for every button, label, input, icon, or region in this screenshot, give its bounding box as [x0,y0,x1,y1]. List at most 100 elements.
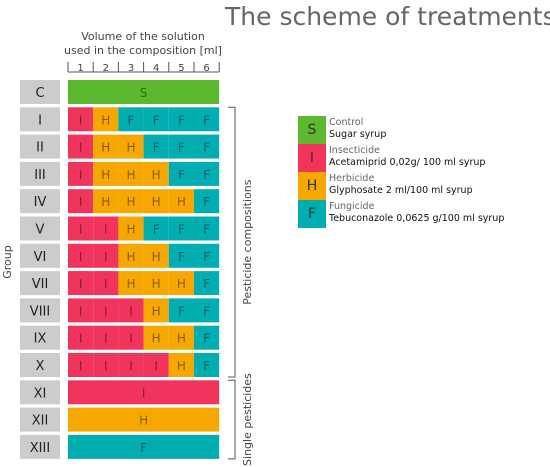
treatment-cell-code: H [152,277,161,291]
group-label: III [34,168,46,183]
legend-category: Control [329,117,364,128]
treatment-cell-code: F [203,332,210,346]
treatment-cell [118,298,144,323]
treatment-cell [168,243,194,268]
group-label-box [20,107,60,132]
treatment-cell-code: H [126,195,135,209]
group-row-iii: III I H H H F F [20,161,220,186]
treatment-cell [68,134,94,159]
single-pesticides-bracket [228,379,236,460]
treatment-cell [168,298,194,323]
group-row-vii: VII I I H H H F [20,271,220,296]
legend-swatch: F [298,200,326,228]
treatment-cell-code: F [140,441,147,455]
treatment-cell-code: H [152,195,161,209]
group-label: XI [34,386,47,401]
treatment-cell [168,107,194,132]
treatment-cell [118,353,144,377]
single-pesticides-label: Single pesticides [241,373,254,466]
pesticide-compositions-label: Pesticide compositions [241,179,254,305]
group-label: V [36,223,45,238]
treatment-cell-code: F [128,113,135,127]
treatment-cell [93,298,119,323]
volume-tick-label: 6 [203,63,209,74]
treatment-cell-code: I [129,332,133,346]
treatment-cell [68,407,220,432]
treatment-cell-code: I [154,359,158,373]
treatment-cell-code: H [152,168,161,182]
treatment-cell-code: H [101,113,110,127]
treatment-cell-code: H [177,359,186,373]
treatment-cell-code: F [178,113,185,127]
treatment-cell [194,107,220,132]
volume-tick-label: 5 [178,63,184,74]
group-label: II [36,141,44,156]
treatment-cell-code: H [126,277,135,291]
group-label-box [20,380,60,405]
legend-category: Fungicide [329,201,375,212]
treatment-cell [118,161,144,186]
treatment-cell [68,353,94,377]
group-row-xii: XII H [20,407,220,432]
legend-swatch: S [298,116,326,144]
treatment-cell-code: I [104,223,108,237]
treatment-cell [68,80,220,104]
group-row-ii: II I H H F F F [20,134,220,159]
group-label: XIII [30,441,50,456]
treatment-cell-code: F [203,141,210,155]
treatment-cell [143,298,169,323]
group-label: VI [34,250,47,265]
group-label: XII [32,414,49,429]
legend-description: Acetamiprid 0,02g/ 100 ml syrup [329,157,486,168]
treatment-cell [93,107,119,132]
group-label-box [20,189,60,214]
treatment-cell [93,353,119,377]
group-label-box [20,243,60,268]
treatment-cell-code: F [178,304,185,318]
treatment-cell-code: I [79,113,83,127]
legend-description: Tebuconazole 0,0625 g/100 ml syrup [329,213,505,224]
treatment-cell-code: F [203,168,210,182]
treatment-cell-code: F [178,250,185,264]
treatment-cell-code: I [79,359,83,373]
group-axis-label: Group [1,245,14,279]
volume-tick-label: 4 [153,63,159,74]
group-row-xiii: XIII F [20,434,220,459]
treatment-cell-code: I [129,359,133,373]
treatment-cell-code: F [203,359,210,373]
treatment-cell [93,189,119,214]
treatment-cell-code: H [101,195,110,209]
treatment-cell-code: H [177,195,186,209]
treatment-cell-code: F [153,113,160,127]
treatment-cell-code: H [126,223,135,237]
group-label: VII [32,277,49,292]
treatment-cell [143,107,169,132]
legend-category: Insecticide [329,145,380,156]
treatment-cell [93,134,119,159]
brackets: Pesticide compositions Single pesticides [228,106,254,466]
treatment-cell [168,325,194,350]
treatment-cell [118,134,144,159]
treatment-cell-code: F [203,250,210,264]
treatment-cell-code: H [126,141,135,155]
treatment-cell-code: I [79,141,83,155]
treatment-cell-code: F [203,277,210,291]
group-label-box [20,134,60,159]
treatment-cell-code: H [101,168,110,182]
treatment-cell [194,243,220,268]
group-label-box [20,325,60,350]
treatment-cell [93,216,119,241]
group-label: I [38,113,42,128]
treatment-cell [68,380,220,405]
treatment-cell-code: H [177,332,186,346]
group-row-ix: IX I I I H H F [20,325,220,350]
chart-title: The scheme of treatments [225,2,550,31]
treatment-cell [93,325,119,350]
treatment-cell [68,161,94,186]
group-label: VIII [30,304,50,319]
